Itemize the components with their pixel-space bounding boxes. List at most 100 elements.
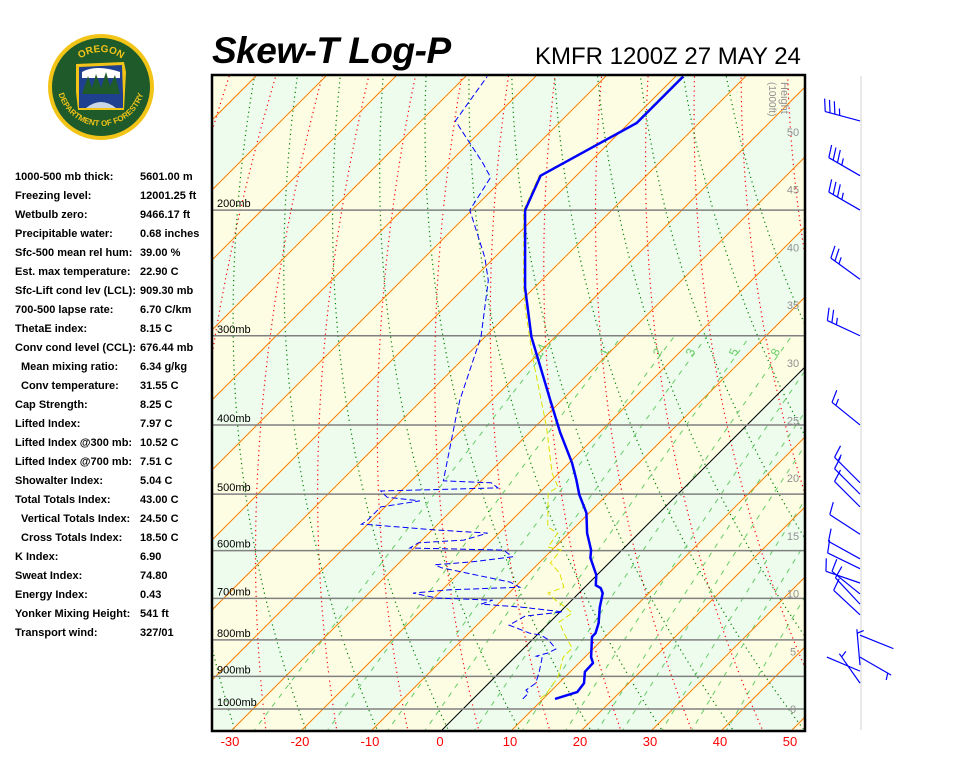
height-tick-label: 20 bbox=[787, 473, 799, 485]
isotherm bbox=[213, 76, 607, 470]
isotherm bbox=[862, 76, 960, 730]
isotherm bbox=[301, 227, 804, 730]
moist-adiabat bbox=[213, 649, 236, 730]
mixing-ratio-line bbox=[597, 412, 804, 730]
wind-barb bbox=[834, 566, 861, 605]
stat-label: Vertical Totals Index: bbox=[21, 513, 131, 525]
height-tick-label: 5 bbox=[790, 646, 796, 658]
wind-barb-full bbox=[826, 307, 830, 321]
wind-barb bbox=[859, 656, 892, 681]
isotherm bbox=[213, 76, 677, 540]
stat-label: Freezing level: bbox=[15, 190, 92, 202]
plot-frame bbox=[210, 73, 807, 733]
wind-barb-full bbox=[834, 566, 843, 579]
stat-value: 0.68 inches bbox=[140, 228, 200, 240]
stat-label: 700-500 lapse rate: bbox=[15, 304, 114, 316]
stat-row: 1000-500 mb thick: 5601.00 m bbox=[15, 168, 215, 187]
wind-barb-full bbox=[828, 179, 833, 193]
temperature-tick-label: 50 bbox=[783, 734, 797, 749]
mixing-ratio-line bbox=[474, 335, 751, 730]
pressure-label: 400mb bbox=[217, 413, 251, 425]
stat-row: Total Totals Index: 43.00 C bbox=[15, 491, 215, 510]
stat-value: 7.51 C bbox=[140, 456, 173, 468]
stat-value: 909.30 mb bbox=[140, 285, 194, 297]
stat-row: ThetaE index: 8.15 C bbox=[15, 320, 215, 339]
stat-label: Showalter Index: bbox=[15, 475, 104, 487]
height-tick-label: 15 bbox=[787, 531, 799, 543]
stat-value: 24.50 C bbox=[140, 513, 179, 525]
wind-barb-full bbox=[834, 248, 840, 262]
stat-label: Cross Totals Index: bbox=[21, 532, 123, 544]
dry-adiabat bbox=[543, 76, 622, 730]
isotherm bbox=[651, 577, 804, 730]
isotherm bbox=[231, 157, 804, 730]
stat-row: Sweat Index: 74.80 bbox=[15, 567, 215, 586]
stat-value: 6.90 bbox=[140, 551, 162, 563]
stat-value: 327/01 bbox=[140, 627, 174, 639]
isotherm bbox=[581, 507, 804, 730]
stat-label: Energy Index: bbox=[15, 589, 88, 601]
temperature-tick-label: -20 bbox=[291, 734, 310, 749]
height-tick-label: 50 bbox=[787, 127, 799, 139]
stat-value: 8.25 C bbox=[140, 399, 173, 411]
mixing-ratio-line bbox=[726, 597, 804, 730]
wind-barb-full bbox=[834, 445, 842, 458]
wind-barb-full bbox=[832, 147, 837, 161]
stat-value: 18.50 C bbox=[140, 532, 179, 544]
wind-barb-full bbox=[827, 540, 831, 554]
wind-barb-full bbox=[836, 184, 841, 198]
stat-row: Transport wind: 327/01 bbox=[15, 624, 215, 643]
wind-barb-half bbox=[841, 192, 844, 200]
wind-barb-staff bbox=[827, 552, 861, 570]
wind-barb bbox=[827, 528, 861, 560]
stat-value: 8.15 C bbox=[140, 323, 173, 335]
isotherm bbox=[213, 76, 747, 610]
stat-value: 7.97 C bbox=[140, 418, 173, 430]
temperature-tick-label: 0 bbox=[436, 734, 443, 749]
wind-barb-staff bbox=[859, 656, 892, 676]
wind-barb-staff bbox=[838, 653, 861, 684]
wind-barb-full bbox=[834, 469, 842, 482]
wind-barb-half bbox=[841, 158, 844, 166]
stat-row: Conv temperature: 31.55 C bbox=[15, 377, 215, 396]
wind-barb bbox=[830, 245, 861, 280]
wind-barb-staff bbox=[833, 589, 861, 616]
wind-barb bbox=[826, 656, 861, 672]
stat-row: Sfc-500 mean rel hum: 39.00 % bbox=[15, 244, 215, 263]
stat-label: Precipitable water: bbox=[15, 228, 113, 240]
moist-adiabat bbox=[232, 76, 307, 730]
isotherm bbox=[213, 76, 327, 190]
stat-value: 9466.17 ft bbox=[140, 209, 191, 221]
isotherm bbox=[213, 87, 804, 680]
wind-barb-full bbox=[829, 501, 834, 515]
wind-barb-staff bbox=[827, 320, 861, 337]
dry-adiabat bbox=[786, 76, 804, 253]
wind-barb-full bbox=[832, 181, 837, 195]
stat-label: Conv temperature: bbox=[21, 380, 119, 392]
height-tick-label: 40 bbox=[787, 242, 799, 254]
wind-barb bbox=[831, 390, 861, 426]
isotherm bbox=[791, 717, 804, 730]
wind-barb-staff bbox=[830, 257, 861, 280]
height-tick-label: 0 bbox=[790, 704, 796, 716]
wind-barb bbox=[825, 558, 861, 584]
wetbulb-profile bbox=[523, 76, 683, 700]
stat-row: Conv cond level (CCL): 676.44 mb bbox=[15, 339, 215, 358]
isotherm bbox=[511, 437, 804, 730]
wind-barb bbox=[828, 179, 861, 211]
isotherm bbox=[371, 297, 804, 730]
oregon-department-of-forestry-logo: OREGON DEPARTMENT OF FORESTRY bbox=[48, 34, 154, 140]
height-tick-label: 35 bbox=[787, 300, 799, 312]
wind-barb-full bbox=[828, 99, 831, 113]
stat-row: Vertical Totals Index: 24.50 C bbox=[15, 510, 215, 529]
stat-row: Sfc-Lift cond lev (LCL): 909.30 mb bbox=[15, 282, 215, 301]
wind-barb bbox=[838, 651, 861, 684]
wind-barb-staff bbox=[829, 514, 861, 535]
wind-barb bbox=[859, 634, 894, 650]
wind-barb-staff bbox=[859, 634, 894, 650]
stat-label: 1000-500 mb thick: bbox=[15, 171, 114, 183]
stat-value: 74.80 bbox=[140, 570, 168, 582]
wind-barb bbox=[829, 501, 861, 535]
logo-top-text: OREGON bbox=[76, 44, 126, 61]
